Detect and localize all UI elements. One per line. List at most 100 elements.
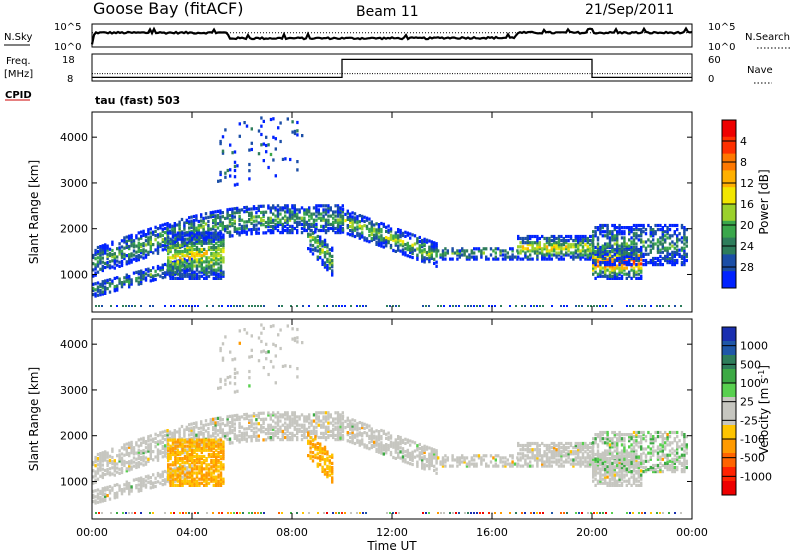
power-cell [200, 254, 203, 258]
velocity-cell [231, 414, 234, 418]
velocity-cell [188, 473, 191, 477]
power-cell [611, 248, 614, 252]
power-cell [380, 221, 383, 226]
power-cell [243, 121, 246, 125]
velocity-cell [269, 423, 272, 427]
power-cell [676, 234, 679, 238]
velocity-cell [164, 429, 167, 433]
velocity-cell [288, 425, 292, 429]
power-cell [281, 226, 284, 231]
velocity-cell [188, 433, 191, 437]
power-cell [353, 218, 357, 222]
power-cell [193, 274, 196, 278]
power-cell [140, 281, 143, 286]
velocity-cell [198, 457, 201, 461]
power-cell [613, 263, 616, 267]
power-cell [149, 227, 152, 231]
power-cell [604, 256, 607, 261]
velocity-cell [351, 432, 354, 436]
power-cell [519, 236, 522, 241]
power-cell [519, 249, 522, 253]
power-cell [169, 241, 172, 245]
power-cell [509, 255, 512, 259]
power-cell [193, 233, 196, 237]
power-cell [231, 221, 234, 226]
power-cell [630, 245, 633, 250]
power-cell [311, 231, 315, 235]
power-cell [430, 250, 433, 254]
power-cell [401, 231, 405, 235]
power-cell [99, 251, 102, 255]
power-cell [186, 254, 189, 258]
velocity-cell [137, 444, 140, 448]
power-cell [618, 263, 621, 267]
power-cell [565, 234, 568, 239]
power-cell [104, 251, 107, 255]
velocity-cell [94, 489, 97, 493]
velocity-cell [171, 475, 175, 479]
velocity-cell [179, 442, 182, 446]
power-cell [291, 228, 294, 233]
velocity-cell [130, 487, 133, 491]
velocity-cell [214, 425, 217, 429]
velocity-cell [323, 445, 327, 449]
power-cell [174, 270, 177, 274]
power-cell [368, 233, 371, 238]
power-cell [579, 236, 582, 241]
velocity-cell [192, 421, 196, 426]
velocity-cell [356, 440, 359, 444]
velocity-cell [416, 464, 419, 468]
velocity-cell [120, 462, 124, 466]
velocity-cell [303, 433, 306, 438]
velocity-cell [128, 481, 131, 486]
velocity-cell [411, 462, 414, 467]
velocity-cell [245, 433, 248, 437]
velocity-cell [203, 448, 206, 452]
power-cell [567, 253, 570, 257]
power-cell [288, 216, 292, 220]
velocity-cell [305, 435, 308, 440]
power-cell [191, 274, 194, 278]
power-cell [264, 231, 268, 235]
power-cell [683, 263, 686, 267]
velocity-cell [219, 463, 223, 467]
velocity-cell [326, 473, 329, 477]
power-cell [416, 257, 419, 261]
velocity-cell [159, 451, 162, 455]
power-cell [332, 216, 335, 220]
velocity-cell [331, 466, 334, 470]
power-cell [210, 237, 213, 241]
power-cell [257, 221, 260, 225]
velocity-cell [314, 435, 317, 439]
power-cell [608, 254, 612, 258]
power-cell [668, 261, 672, 265]
velocity-cell [389, 450, 393, 455]
power-cell [421, 240, 424, 245]
velocity-cell [142, 484, 145, 488]
power-cell [604, 230, 607, 234]
power-cell [492, 257, 495, 261]
velocity-cell [548, 450, 551, 454]
power-cell [574, 239, 577, 243]
power-cell [654, 232, 657, 236]
power-cell [322, 210, 325, 214]
velocity-cell [538, 448, 541, 452]
velocity-cell [548, 456, 551, 460]
power-cell [291, 130, 294, 134]
velocity-cell [305, 417, 308, 421]
power-cell [604, 223, 607, 228]
power-cell [300, 226, 304, 231]
velocity-cell [179, 467, 182, 471]
velocity-cell [380, 435, 383, 439]
power-cell [174, 254, 177, 258]
velocity-cell [231, 430, 234, 435]
velocity-cell [267, 436, 270, 440]
velocity-cell [118, 459, 121, 463]
velocity-cell [195, 465, 199, 469]
power-cell [125, 260, 128, 264]
velocity-cell [120, 470, 124, 475]
power-cell [104, 243, 107, 247]
power-cell [480, 251, 483, 255]
power-cell [260, 217, 263, 221]
velocity-cell [406, 450, 409, 455]
